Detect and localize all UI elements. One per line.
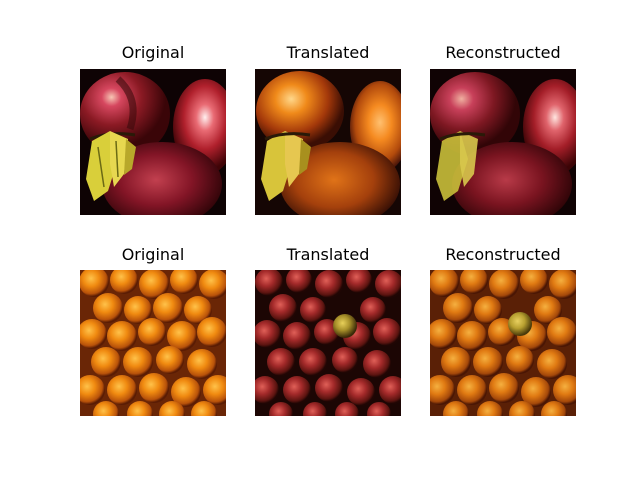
image-reconstructed-apples	[430, 69, 576, 215]
title-reconstructed-row1: Reconstructed	[445, 43, 561, 62]
title-translated-row1: Translated	[286, 43, 370, 62]
oranges-original-artwork	[80, 270, 226, 416]
image-original-apples	[80, 69, 226, 215]
apples-translated-artwork	[255, 69, 401, 215]
image-reconstructed-oranges	[430, 270, 576, 416]
image-translated-oranges	[255, 270, 401, 416]
title-reconstructed-row2: Reconstructed	[445, 245, 561, 264]
oranges-translated-artwork	[255, 270, 401, 416]
image-original-oranges	[80, 270, 226, 416]
title-original-row2: Original	[121, 245, 185, 264]
apples-original-artwork	[80, 69, 226, 215]
title-original-row1: Original	[121, 43, 185, 62]
title-translated-row2: Translated	[286, 245, 370, 264]
apples-reconstructed-artwork	[430, 69, 576, 215]
image-translated-apples	[255, 69, 401, 215]
oranges-reconstructed-artwork	[430, 270, 576, 416]
